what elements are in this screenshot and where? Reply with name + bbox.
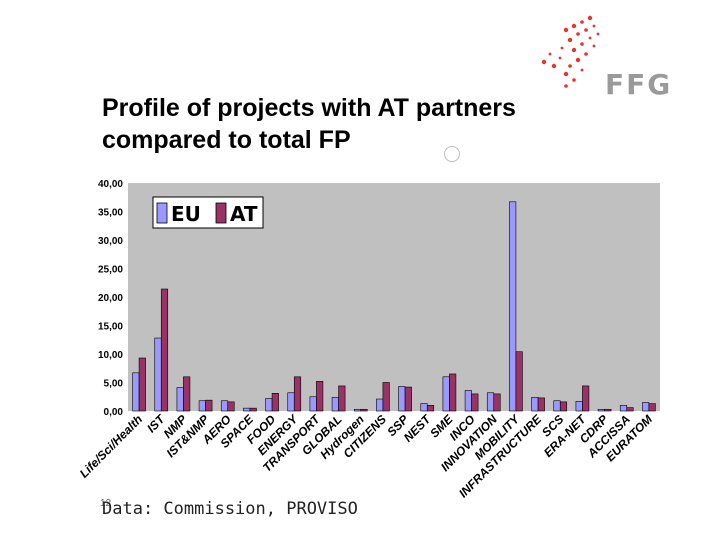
bar-at-energy: [293, 376, 302, 412]
legend-swatch-eu: [156, 202, 168, 224]
bar-eu-space: [243, 407, 251, 412]
bar-at-global: [338, 385, 346, 412]
logo-dot: [575, 57, 581, 63]
bar-eu-euratom: [642, 402, 650, 412]
logo-dot: [580, 42, 584, 46]
bar-eu-inco: [464, 390, 472, 412]
y-tick-label: 30,00: [98, 236, 123, 247]
bar-at-innovation: [493, 393, 501, 412]
logo-dot: [548, 52, 552, 56]
bar-eu-sme: [442, 376, 450, 412]
legend-label-eu: EU: [171, 202, 201, 226]
bar-at-ist: [160, 288, 169, 412]
logo-dot: [560, 46, 564, 50]
bar-eu-food: [265, 398, 273, 412]
bar-at-citizens: [382, 382, 390, 412]
bar-at-food: [271, 393, 279, 412]
logo-dot: [576, 32, 580, 36]
bar-at-mobility: [515, 351, 523, 412]
legend-label-at: AT: [230, 202, 258, 226]
logo-dot: [551, 63, 557, 69]
bar-at-inco: [471, 393, 479, 412]
x-category-label: Life/Sci/Health: [77, 412, 145, 480]
bar-eu-ist-nmp: [198, 400, 206, 412]
logo-dot: [584, 28, 588, 32]
y-tick-label: 25,00: [98, 265, 123, 276]
bar-at-transport: [316, 381, 324, 412]
logo-dot: [580, 20, 584, 24]
logo-dot: [564, 84, 568, 88]
logo-dot: [558, 56, 562, 60]
logo-dot: [563, 71, 569, 77]
y-tick-label: 40,00: [98, 179, 123, 190]
bar-eu-life-sci-health: [132, 372, 140, 412]
logo-dot: [571, 23, 577, 29]
bar-eu-infrastructure: [531, 397, 539, 412]
logo-dot: [592, 24, 596, 28]
bar-at-infrastructure: [537, 397, 545, 412]
logo-dot: [584, 52, 588, 56]
bar-eu-ssp: [398, 386, 406, 412]
logo-dot: [580, 68, 584, 72]
bar-at-ssp: [404, 386, 412, 412]
logo-dot: [587, 15, 593, 21]
ffg-logo-text: FFG: [605, 68, 673, 101]
bar-at-nmp: [183, 376, 191, 412]
y-tick-label: 35,00: [98, 208, 123, 219]
bar-eu-nest: [420, 403, 428, 412]
bar-at-ist-nmp: [205, 399, 213, 412]
bar-eu-innovation: [486, 392, 495, 412]
bar-eu-hydrogen: [353, 408, 362, 412]
bar-eu-energy: [287, 392, 295, 412]
bar-at-era-net: [582, 385, 590, 412]
legend-swatch-at: [215, 202, 227, 224]
logo-dot: [541, 59, 547, 65]
logo-dot: [596, 32, 600, 36]
bar-eu-aero: [220, 400, 229, 412]
bar-eu-transport: [309, 396, 317, 412]
ffg-logo-icon: [541, 15, 600, 88]
bar-at-euratom: [648, 403, 656, 412]
decorative-circle-icon: [444, 146, 460, 162]
bar-eu-era-net: [575, 401, 583, 412]
bar-at-sme: [449, 373, 457, 412]
logo-dot: [571, 47, 577, 53]
y-tick-label: 20,00: [98, 293, 123, 304]
logo-dot: [568, 64, 572, 68]
bar-eu-cdrp: [597, 408, 605, 412]
bar-at-hydrogen: [360, 408, 368, 412]
logo-dot: [572, 78, 576, 82]
bar-eu-global: [331, 397, 339, 412]
bar-eu-mobility: [509, 201, 517, 412]
bar-eu-accissa: [619, 404, 628, 412]
bar-at-life-sci-health: [138, 357, 146, 412]
bar-at-nest: [426, 404, 435, 412]
logo-dot: [592, 44, 596, 48]
y-tick-label: 10,00: [98, 350, 123, 361]
title-line-1: Profile of projects with AT partners: [102, 94, 516, 122]
bar-at-space: [249, 407, 257, 412]
page-title: Profile of projects with AT partners com…: [102, 92, 516, 156]
bar-at-accissa: [626, 407, 634, 412]
logo-dot: [588, 36, 592, 40]
logo-dot: [567, 37, 573, 43]
y-tick-label: 0,00: [104, 407, 124, 418]
title-line-2: compared to total FP: [102, 126, 351, 154]
y-tick-label: 15,00: [98, 322, 123, 333]
bar-at-cdrp: [604, 408, 612, 412]
bar-at-scs: [559, 401, 568, 412]
bar-at-aero: [227, 401, 235, 412]
data-source: Data: Commission, PROVISO: [102, 499, 358, 519]
bar-eu-ist: [154, 337, 162, 412]
logo-dot: [563, 27, 569, 33]
bar-eu-nmp: [176, 387, 184, 412]
bar-eu-scs: [553, 400, 561, 412]
bar-eu-citizens: [376, 398, 384, 412]
slide-number: 12: [100, 498, 112, 509]
chart-legend: EU AT: [152, 196, 264, 229]
y-tick-label: 5,00: [104, 379, 124, 390]
